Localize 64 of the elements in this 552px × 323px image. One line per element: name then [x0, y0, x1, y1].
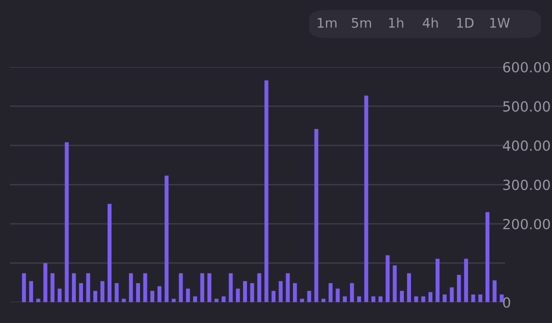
bar	[350, 283, 354, 302]
y-tick-label: 600.00	[503, 62, 550, 72]
text: 1m	[318, 18, 337, 28]
bar	[264, 80, 268, 302]
bar	[328, 283, 333, 302]
bar	[22, 273, 26, 302]
bar	[136, 283, 140, 302]
bar	[272, 290, 276, 302]
bar	[292, 283, 297, 302]
bar	[486, 212, 490, 302]
bar	[178, 273, 183, 302]
bar	[128, 273, 133, 302]
bar	[157, 286, 162, 302]
text: 4h	[422, 18, 438, 28]
y-tick-label: 500.00	[503, 101, 550, 112]
bar	[314, 128, 318, 302]
bar	[450, 287, 454, 302]
bar	[193, 296, 198, 302]
bar	[286, 273, 290, 302]
bar	[307, 290, 312, 302]
bar	[164, 176, 169, 302]
bar	[108, 204, 112, 302]
bar	[342, 296, 347, 302]
bar	[492, 280, 497, 302]
bar	[414, 296, 418, 302]
bar	[150, 290, 154, 302]
y-tick-label: 400.00	[502, 140, 550, 151]
bar	[407, 273, 411, 302]
bar	[222, 296, 226, 302]
bar	[58, 288, 62, 302]
bar	[371, 296, 376, 302]
text: 1D	[457, 18, 474, 28]
y-tick-label: 200.00	[503, 218, 550, 230]
bar	[29, 281, 34, 302]
bar	[471, 294, 476, 302]
bar	[186, 288, 190, 302]
bar	[400, 290, 404, 302]
bar	[436, 258, 440, 302]
bar	[100, 281, 104, 302]
bar	[72, 273, 76, 302]
text: 1h	[389, 18, 404, 28]
bar	[243, 281, 247, 302]
bar	[207, 273, 212, 302]
bar	[456, 274, 461, 302]
bar	[143, 273, 148, 302]
bar	[250, 283, 254, 302]
bar	[236, 288, 240, 302]
bar	[79, 283, 83, 302]
bar	[278, 281, 283, 302]
bar	[442, 294, 447, 302]
bar	[378, 296, 382, 302]
bar	[50, 273, 54, 302]
bar	[428, 292, 432, 302]
y-tick-label: 300.00	[503, 180, 550, 190]
y-tick-label: 0	[503, 297, 510, 308]
bar	[114, 283, 119, 302]
bar	[357, 296, 362, 302]
text: 5m	[352, 18, 372, 28]
bar	[86, 273, 90, 302]
bar	[43, 263, 48, 302]
bar	[386, 255, 390, 302]
bar	[464, 258, 468, 302]
text: 1W	[490, 18, 510, 28]
bar	[478, 294, 482, 302]
